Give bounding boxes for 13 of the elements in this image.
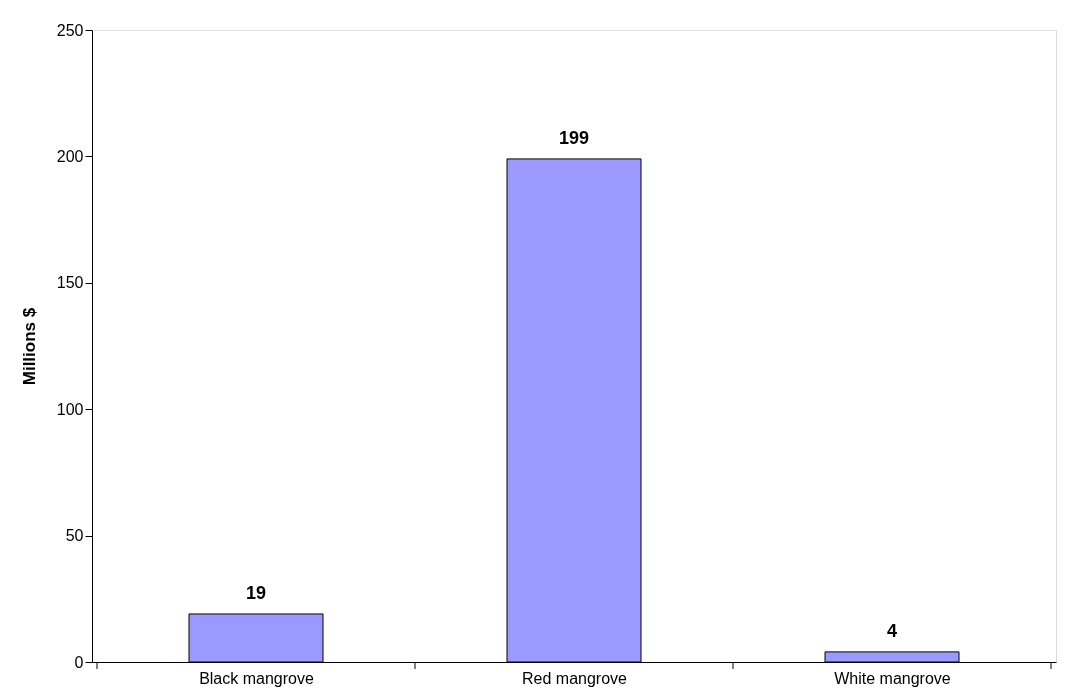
data-label: 199 xyxy=(558,127,590,148)
y-axis-title: Millions $ xyxy=(19,307,39,386)
y-tick-label: 100 xyxy=(56,400,84,418)
x-tick-label: Red mangrove xyxy=(522,669,628,687)
x-tick-label: Black mangrove xyxy=(199,669,314,687)
y-tick-label: 0 xyxy=(74,653,84,671)
y-tick-label: 200 xyxy=(56,147,84,165)
y-tick-label: 150 xyxy=(56,274,84,292)
y-tick-label: 50 xyxy=(65,527,84,545)
y-tick-label: 250 xyxy=(56,21,84,39)
data-label: 4 xyxy=(886,620,898,641)
data-label: 19 xyxy=(245,582,267,603)
x-tick-label: White mangrove xyxy=(834,669,951,687)
